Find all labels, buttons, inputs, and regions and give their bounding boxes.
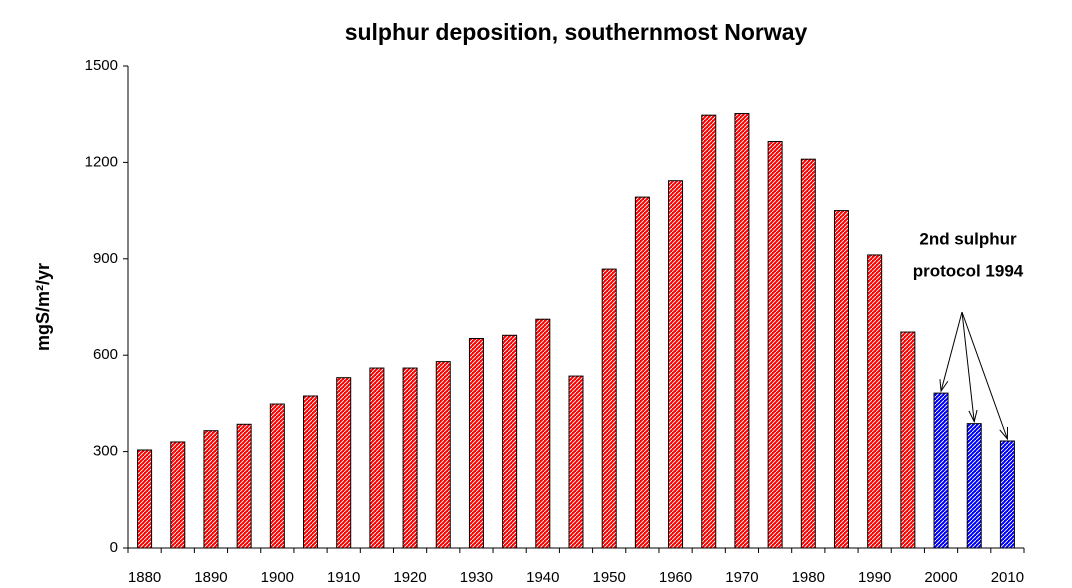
annotation: protocol 1994 bbox=[913, 261, 1024, 280]
y-axis-label: mgS/m²/yr bbox=[33, 263, 53, 351]
annotation-arrow bbox=[961, 311, 975, 422]
bar bbox=[203, 430, 219, 549]
bar bbox=[435, 361, 451, 549]
bar bbox=[601, 268, 617, 549]
annotation: 2nd sulphur bbox=[919, 229, 1017, 248]
bar bbox=[966, 423, 982, 549]
x-tick-label: 1930 bbox=[460, 569, 493, 586]
bar bbox=[369, 367, 385, 549]
annotation-arrow bbox=[961, 311, 1008, 440]
bar bbox=[236, 423, 252, 549]
bar bbox=[867, 254, 883, 549]
x-tick-label: 1990 bbox=[858, 569, 891, 586]
bar bbox=[767, 141, 783, 549]
bar bbox=[568, 375, 584, 549]
x-tick-label: 1960 bbox=[659, 569, 692, 586]
bar bbox=[701, 114, 717, 549]
bar bbox=[336, 377, 352, 549]
x-tick-label: 1940 bbox=[526, 569, 559, 586]
bar bbox=[535, 318, 551, 549]
bar bbox=[170, 441, 186, 549]
y-tick-label: 0 bbox=[110, 539, 118, 556]
x-tick-label: 1900 bbox=[261, 569, 294, 586]
bar bbox=[402, 367, 418, 549]
x-tick-label: 1910 bbox=[327, 569, 360, 586]
x-tick-label: 1920 bbox=[393, 569, 426, 586]
arrow-head bbox=[939, 379, 949, 393]
x-tick-label: 1980 bbox=[792, 569, 825, 586]
bar bbox=[634, 196, 650, 549]
x-tick-label: 1970 bbox=[725, 569, 758, 586]
bar bbox=[800, 158, 816, 549]
x-tick-label: 2010 bbox=[991, 569, 1024, 586]
bar bbox=[468, 337, 484, 549]
bar bbox=[734, 113, 750, 549]
bar bbox=[269, 403, 285, 549]
bar bbox=[900, 331, 916, 549]
bar bbox=[668, 180, 684, 549]
y-tick-label: 1500 bbox=[85, 57, 118, 74]
bar bbox=[137, 449, 153, 549]
annotation-arrow bbox=[940, 311, 963, 392]
x-tick-label: 1880 bbox=[128, 569, 161, 586]
y-tick-label: 900 bbox=[93, 250, 118, 267]
arrow-head bbox=[968, 409, 978, 424]
bar bbox=[999, 440, 1015, 549]
chart-title: sulphur deposition, southernmost Norway bbox=[345, 19, 808, 45]
bar bbox=[933, 392, 949, 549]
bar bbox=[502, 334, 518, 549]
x-tick-label: 1890 bbox=[194, 569, 227, 586]
bar bbox=[303, 395, 319, 549]
bar bbox=[833, 210, 849, 549]
y-tick-label: 600 bbox=[93, 346, 118, 363]
y-tick-label: 300 bbox=[93, 443, 118, 460]
x-tick-label: 1950 bbox=[592, 569, 625, 586]
y-tick-label: 1200 bbox=[85, 153, 118, 170]
x-tick-label: 2000 bbox=[924, 569, 957, 586]
arrow-head bbox=[999, 426, 1008, 441]
